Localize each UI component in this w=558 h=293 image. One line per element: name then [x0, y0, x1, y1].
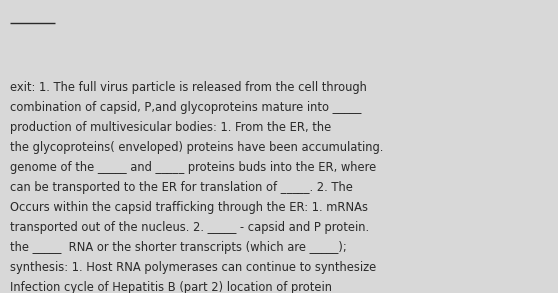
Text: transported out of the nucleus. 2. _____ - capsid and P protein.: transported out of the nucleus. 2. _____…	[10, 221, 369, 234]
Text: production of multivesicular bodies: 1. From the ER, the: production of multivesicular bodies: 1. …	[10, 121, 331, 134]
Text: the _____  RNA or the shorter transcripts (which are _____);: the _____ RNA or the shorter transcripts…	[10, 241, 347, 254]
Text: Infection cycle of Hepatitis B (part 2) location of protein: Infection cycle of Hepatitis B (part 2) …	[10, 281, 332, 293]
Text: the glycoproteins( enveloped) proteins have been accumulating.: the glycoproteins( enveloped) proteins h…	[10, 141, 383, 154]
Text: can be transported to the ER for translation of _____. 2. The: can be transported to the ER for transla…	[10, 181, 353, 194]
Text: genome of the _____ and _____ proteins buds into the ER, where: genome of the _____ and _____ proteins b…	[10, 161, 376, 174]
Text: exit: 1. The full virus particle is released from the cell through: exit: 1. The full virus particle is rele…	[10, 81, 367, 94]
Text: combination of capsid, P,and glycoproteins mature into _____: combination of capsid, P,and glycoprotei…	[10, 101, 362, 114]
Text: synthesis: 1. Host RNA polymerases can continue to synthesize: synthesis: 1. Host RNA polymerases can c…	[10, 261, 376, 274]
Text: Occurs within the capsid trafficking through the ER: 1. mRNAs: Occurs within the capsid trafficking thr…	[10, 201, 368, 214]
